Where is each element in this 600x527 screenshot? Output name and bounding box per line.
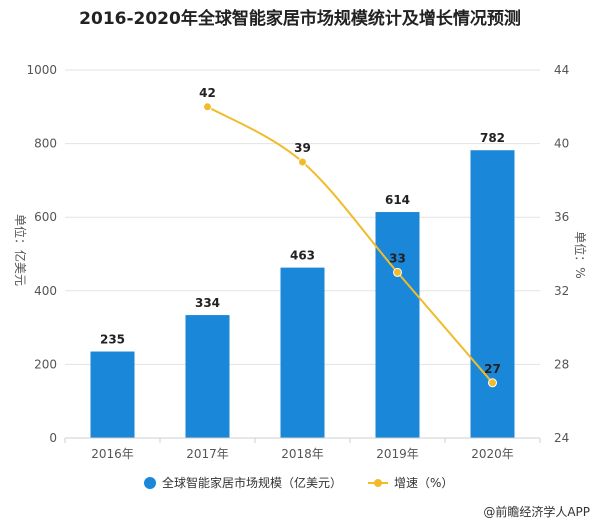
x-tick-label: 2018年	[281, 447, 324, 461]
y-tick-right: 24	[554, 431, 569, 445]
bar	[280, 267, 325, 438]
growth-point	[488, 378, 497, 388]
y-tick-left: 800	[34, 137, 57, 151]
legend-line-label: 增速（%）	[394, 476, 453, 490]
legend-bar-swatch	[144, 477, 156, 489]
bar	[185, 315, 230, 438]
x-tick-label: 2017年	[186, 447, 229, 461]
legend-bar-label: 全球智能家居市场规模（亿美元）	[162, 475, 342, 490]
bar-value-label: 235	[100, 333, 125, 347]
x-tick-label: 2019年	[376, 447, 419, 461]
y-tick-left: 1000	[26, 63, 57, 77]
growth-point	[393, 267, 402, 277]
x-tick-label: 2016年	[91, 447, 134, 461]
growth-value-label: 33	[389, 251, 406, 265]
legend: 全球智能家居市场规模（亿美元） 增速（%）	[144, 475, 453, 490]
bar-value-label: 614	[385, 193, 410, 207]
y-tick-left: 0	[49, 431, 57, 445]
bar	[470, 150, 515, 438]
bar-value-label: 334	[195, 296, 220, 310]
y-tick-right: 36	[554, 210, 569, 224]
bar	[375, 212, 420, 438]
growth-value-label: 27	[484, 362, 501, 376]
bars: 235 334 463 614 782	[90, 131, 515, 438]
y-tick-left: 400	[34, 284, 57, 298]
source-credit: @前瞻经济学人APP	[483, 504, 590, 519]
growth-line-path	[206, 105, 494, 384]
bar-value-label: 782	[480, 131, 505, 145]
growth-line: 42 39 33 27	[199, 86, 501, 388]
axes: 0 200 400 600 800 1000 24 28 32 36 40 44 2016年 2017年 2…	[26, 63, 569, 461]
growth-value-label: 42	[199, 86, 216, 100]
legend-line-marker	[374, 479, 382, 487]
chart-title: 2016-2020年全球智能家居市场规模统计及增长情况预测	[79, 8, 521, 29]
y-tick-left: 600	[34, 210, 57, 224]
x-tick-label: 2020年	[471, 447, 514, 461]
grid	[65, 69, 540, 365]
y-tick-right: 40	[554, 137, 569, 151]
y-axis-label-right: 单位：%	[573, 231, 588, 278]
y-tick-left: 200	[34, 357, 57, 371]
growth-value-label: 39	[294, 141, 311, 155]
y-tick-right: 28	[554, 357, 569, 371]
bar	[90, 351, 135, 438]
y-tick-right: 32	[554, 284, 569, 298]
y-tick-right: 44	[554, 63, 569, 77]
y-axis-label-left: 单位：亿美元	[13, 214, 28, 286]
growth-point	[203, 102, 212, 112]
bar-value-label: 463	[290, 249, 315, 263]
growth-point	[298, 157, 307, 167]
